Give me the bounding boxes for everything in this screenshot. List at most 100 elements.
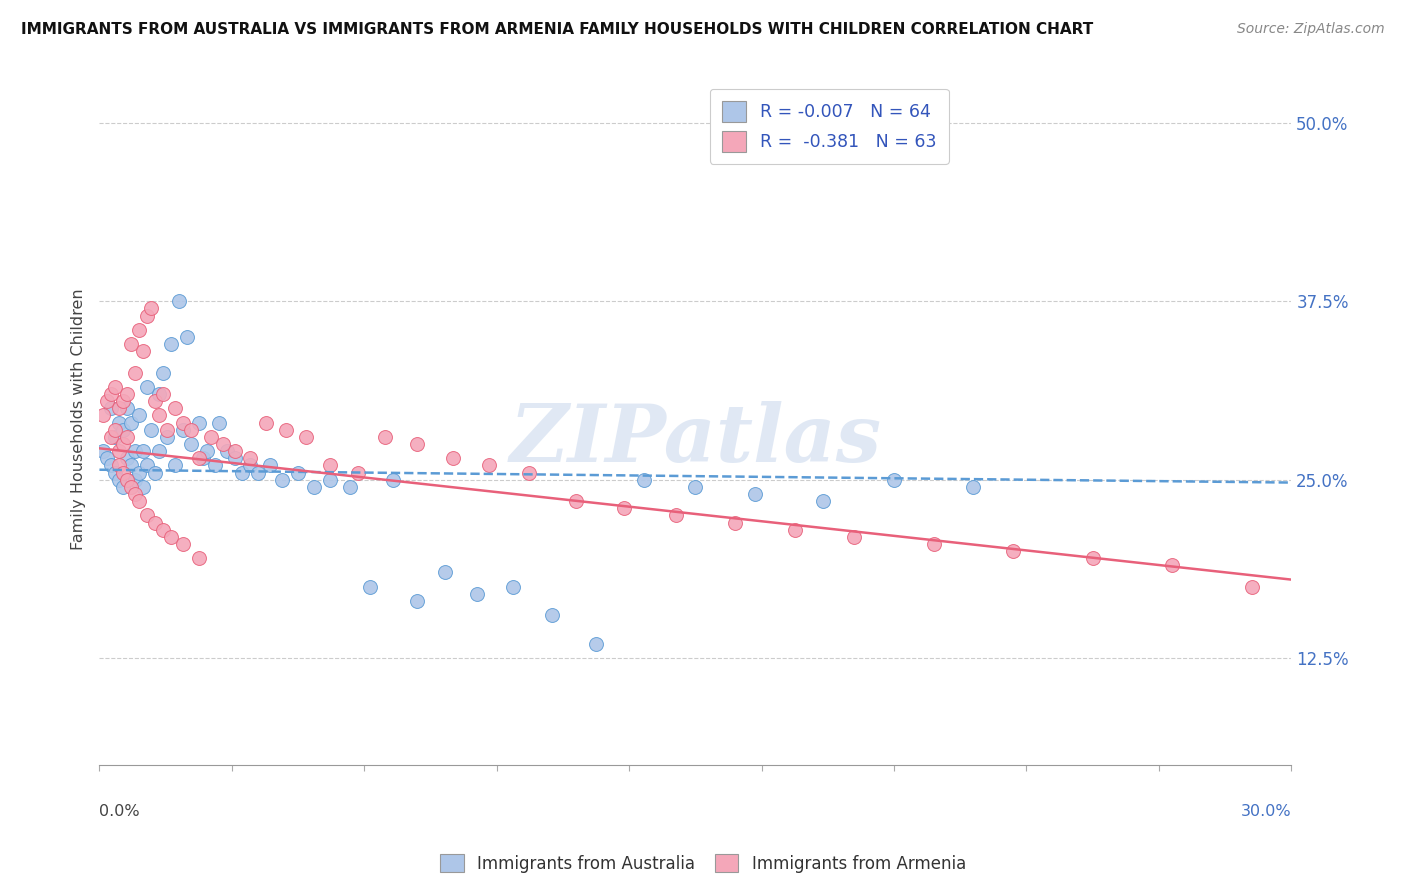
- Point: [100, 430, 122, 444]
- Point: [128, 494, 150, 508]
- Point: [239, 458, 262, 473]
- Point: [143, 466, 166, 480]
- Point: [136, 508, 159, 523]
- Point: [434, 566, 457, 580]
- Point: [176, 330, 198, 344]
- Point: [112, 480, 135, 494]
- Point: [319, 473, 342, 487]
- Point: [382, 473, 405, 487]
- Point: [685, 480, 707, 494]
- Point: [346, 466, 368, 480]
- Point: [148, 387, 170, 401]
- Point: [96, 394, 118, 409]
- Point: [160, 530, 183, 544]
- Point: [136, 458, 159, 473]
- Point: [276, 423, 298, 437]
- Point: [271, 473, 294, 487]
- Point: [633, 473, 655, 487]
- Point: [585, 637, 607, 651]
- Point: [93, 409, 115, 423]
- Point: [239, 451, 262, 466]
- Point: [187, 451, 209, 466]
- Point: [406, 437, 429, 451]
- Point: [319, 458, 342, 473]
- Point: [152, 366, 174, 380]
- Text: 30.0%: 30.0%: [1240, 804, 1291, 819]
- Point: [744, 487, 766, 501]
- Point: [565, 494, 588, 508]
- Point: [517, 466, 540, 480]
- Point: [406, 594, 429, 608]
- Point: [207, 416, 229, 430]
- Point: [1240, 580, 1263, 594]
- Point: [143, 394, 166, 409]
- Point: [152, 523, 174, 537]
- Point: [112, 394, 135, 409]
- Point: [180, 437, 202, 451]
- Point: [254, 416, 277, 430]
- Point: [104, 380, 127, 394]
- Point: [124, 366, 146, 380]
- Point: [465, 587, 488, 601]
- Point: [128, 466, 150, 480]
- Point: [259, 458, 281, 473]
- Point: [215, 444, 238, 458]
- Point: [172, 416, 194, 430]
- Point: [93, 444, 115, 458]
- Point: [160, 337, 183, 351]
- Point: [124, 487, 146, 501]
- Point: [211, 437, 233, 451]
- Point: [117, 401, 139, 416]
- Legend: Immigrants from Australia, Immigrants from Armenia: Immigrants from Australia, Immigrants fr…: [433, 847, 973, 880]
- Point: [359, 580, 381, 594]
- Point: [231, 466, 253, 480]
- Point: [128, 323, 150, 337]
- Point: [124, 444, 146, 458]
- Point: [96, 451, 118, 466]
- Point: [108, 444, 131, 458]
- Point: [112, 423, 135, 437]
- Point: [811, 494, 834, 508]
- Point: [120, 337, 142, 351]
- Text: 0.0%: 0.0%: [100, 804, 141, 819]
- Point: [163, 401, 186, 416]
- Point: [104, 430, 127, 444]
- Point: [163, 458, 186, 473]
- Point: [287, 466, 309, 480]
- Point: [664, 508, 686, 523]
- Point: [143, 516, 166, 530]
- Point: [724, 516, 747, 530]
- Point: [224, 451, 246, 466]
- Point: [136, 309, 159, 323]
- Point: [104, 423, 127, 437]
- Point: [132, 344, 155, 359]
- Point: [112, 437, 135, 451]
- Point: [148, 444, 170, 458]
- Point: [108, 401, 131, 416]
- Point: [502, 580, 524, 594]
- Legend: R = -0.007   N = 64, R =  -0.381   N = 63: R = -0.007 N = 64, R = -0.381 N = 63: [710, 88, 949, 164]
- Point: [204, 458, 226, 473]
- Point: [962, 480, 984, 494]
- Point: [117, 387, 139, 401]
- Point: [139, 423, 162, 437]
- Point: [922, 537, 945, 551]
- Point: [187, 551, 209, 566]
- Point: [117, 451, 139, 466]
- Point: [132, 444, 155, 458]
- Point: [613, 501, 636, 516]
- Point: [120, 480, 142, 494]
- Point: [156, 430, 179, 444]
- Point: [195, 444, 218, 458]
- Point: [152, 387, 174, 401]
- Point: [783, 523, 806, 537]
- Point: [374, 430, 396, 444]
- Y-axis label: Family Households with Children: Family Households with Children: [72, 288, 86, 549]
- Point: [108, 416, 131, 430]
- Point: [441, 451, 464, 466]
- Point: [117, 473, 139, 487]
- Point: [172, 537, 194, 551]
- Point: [156, 423, 179, 437]
- Point: [180, 423, 202, 437]
- Point: [128, 409, 150, 423]
